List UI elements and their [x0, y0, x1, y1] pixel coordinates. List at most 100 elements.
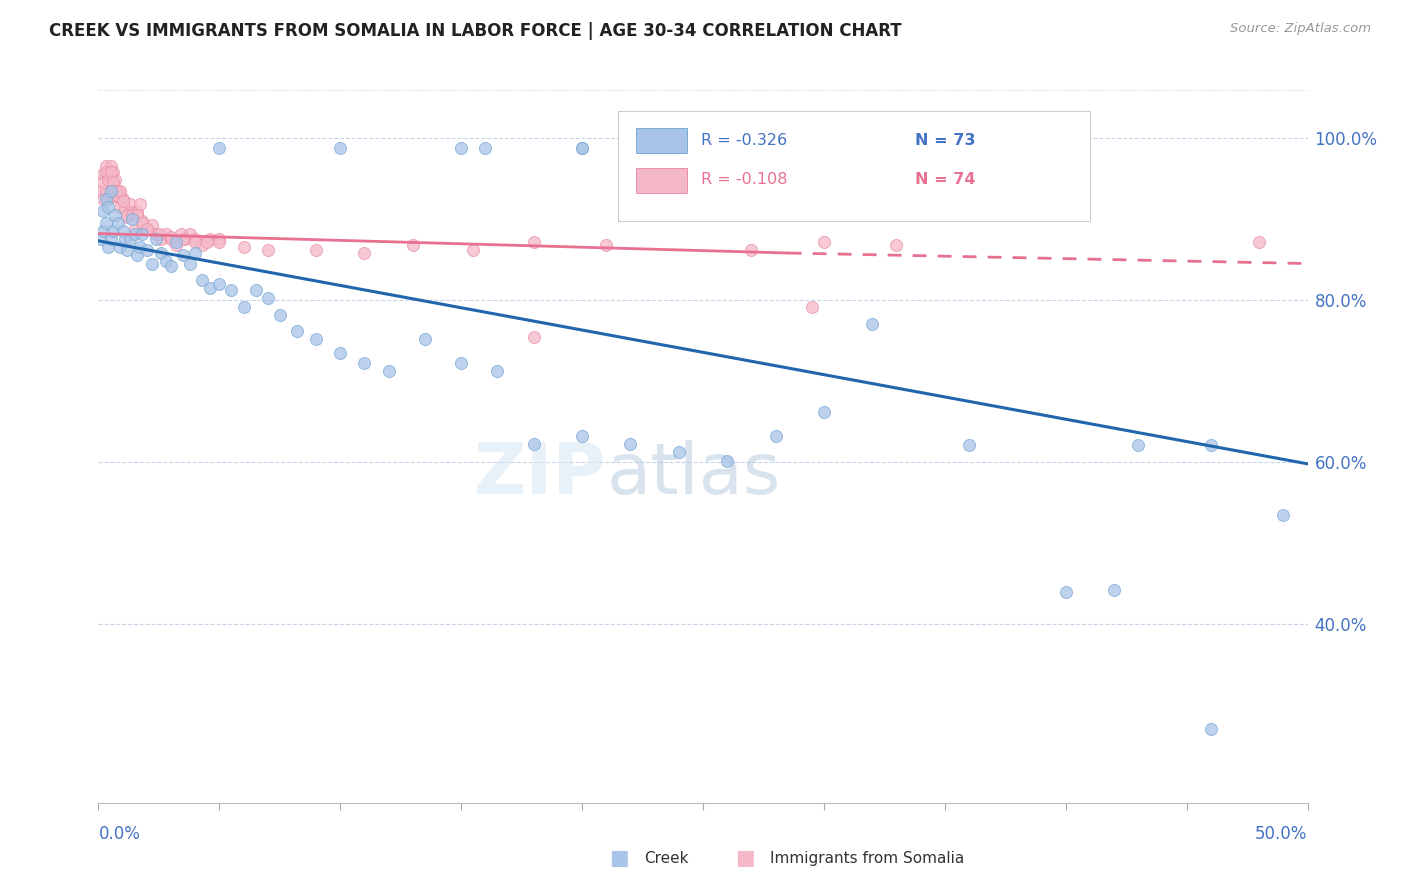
Point	[100, 232, 122, 246]
Point	[329, 345, 352, 359]
Point	[97, 240, 120, 254]
Text: N = 73: N = 73	[915, 133, 976, 148]
Point	[91, 192, 114, 206]
Point	[101, 181, 124, 195]
Point	[523, 235, 546, 249]
Point	[124, 221, 146, 235]
Point	[256, 292, 278, 306]
Point	[108, 200, 131, 214]
Point	[245, 283, 267, 297]
Point	[131, 216, 153, 230]
Text: 50.0%: 50.0%	[1256, 825, 1308, 843]
Text: R = -0.108: R = -0.108	[700, 172, 787, 187]
Point	[450, 140, 472, 154]
Point	[169, 227, 191, 241]
Point	[377, 364, 399, 378]
Point	[232, 300, 254, 314]
Point	[571, 140, 593, 154]
Point	[523, 437, 546, 451]
Point	[121, 205, 143, 219]
Point	[486, 364, 509, 378]
Point	[114, 202, 136, 217]
Point	[145, 227, 167, 241]
Point	[155, 227, 177, 241]
Point	[150, 232, 173, 246]
Point	[111, 224, 134, 238]
Point	[184, 235, 207, 249]
Point	[108, 186, 131, 200]
FancyBboxPatch shape	[637, 168, 688, 193]
Point	[195, 235, 218, 249]
Text: Immigrants from Somalia: Immigrants from Somalia	[770, 851, 965, 865]
Point	[107, 189, 129, 203]
Point	[1054, 585, 1077, 599]
Point	[523, 329, 546, 343]
Point	[413, 332, 436, 346]
Point	[174, 232, 197, 246]
Point	[160, 259, 183, 273]
Point	[165, 235, 187, 249]
Point	[91, 176, 114, 190]
Point	[668, 445, 690, 459]
Point	[450, 356, 472, 370]
Text: atlas: atlas	[606, 440, 780, 509]
Point	[111, 194, 134, 208]
Point	[463, 243, 485, 257]
Point	[117, 243, 139, 257]
Point	[94, 216, 117, 230]
Point	[121, 211, 143, 226]
Point	[97, 192, 120, 206]
Point	[127, 205, 149, 219]
Point	[269, 308, 291, 322]
Text: R = -0.326: R = -0.326	[700, 133, 787, 148]
Point	[716, 140, 738, 154]
Point	[104, 173, 127, 187]
Point	[104, 189, 127, 203]
Point	[765, 429, 787, 443]
Point	[100, 165, 122, 179]
Point	[101, 224, 124, 238]
Point	[740, 243, 762, 257]
Point	[160, 232, 183, 246]
Point	[150, 246, 173, 260]
Point	[91, 203, 114, 218]
Point	[860, 317, 883, 331]
Point	[191, 273, 214, 287]
Point	[179, 227, 201, 241]
Text: ■: ■	[609, 848, 628, 868]
Point	[117, 211, 139, 225]
FancyBboxPatch shape	[619, 111, 1090, 221]
Point	[172, 232, 194, 246]
Point	[198, 281, 221, 295]
Point	[957, 438, 980, 452]
Point	[184, 246, 207, 260]
Point	[165, 238, 187, 252]
Point	[256, 243, 278, 257]
Point	[124, 227, 146, 241]
Point	[100, 176, 122, 190]
Point	[118, 232, 141, 246]
Point	[145, 232, 167, 246]
Point	[208, 140, 231, 154]
Text: Creek: Creek	[644, 851, 689, 865]
Point	[111, 192, 134, 206]
FancyBboxPatch shape	[637, 128, 688, 153]
Point	[97, 167, 120, 181]
Point	[305, 243, 328, 257]
Point	[94, 159, 117, 173]
Point	[813, 405, 835, 419]
Point	[886, 238, 908, 252]
Point	[184, 232, 207, 246]
Point	[114, 232, 136, 246]
Point	[94, 192, 117, 206]
Point	[101, 176, 124, 190]
Point	[148, 227, 170, 241]
Point	[108, 184, 131, 198]
Point	[97, 173, 120, 187]
Point	[127, 248, 149, 262]
Text: ■: ■	[735, 848, 755, 868]
Point	[101, 165, 124, 179]
Point	[1128, 438, 1150, 452]
Point	[127, 208, 149, 222]
Point	[208, 232, 231, 246]
